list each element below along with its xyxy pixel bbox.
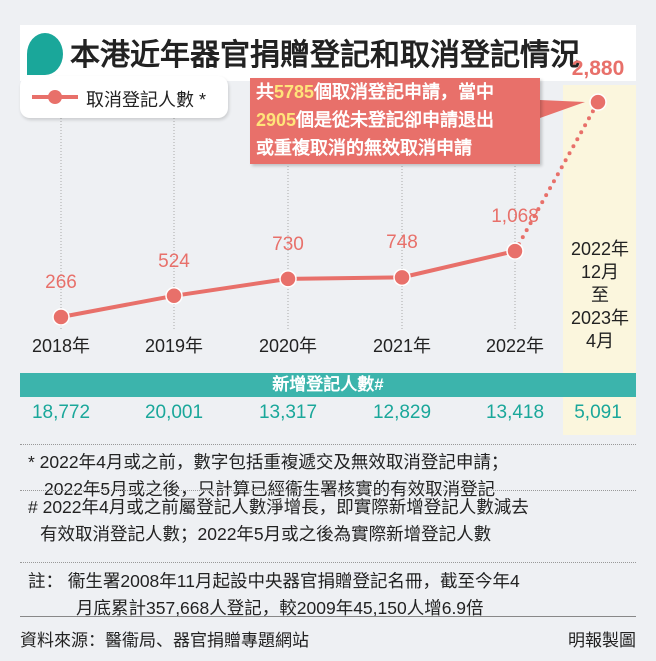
registration-value: 12,829 (372, 402, 432, 423)
divider (20, 562, 636, 563)
callout-text: 個取消登記申請，當中 (314, 82, 495, 102)
registration-value: 13,317 (258, 402, 318, 423)
x-tick-label: 2021年 (372, 336, 432, 356)
callout-text: 或重複取消的無效取消申請 (256, 138, 472, 158)
data-point (52, 308, 70, 326)
data-point (506, 242, 524, 260)
registration-value: 20,001 (144, 402, 204, 423)
callout-text: 共 (256, 82, 274, 102)
series-line-segment (513, 100, 600, 254)
note-line: 月底累計357,668人登記，較2009年45,150人增6.9倍 (76, 598, 484, 618)
data-label: 2,880 (571, 57, 625, 81)
x-tick-label-line: 2022年 (570, 239, 630, 259)
series-line-segment (173, 276, 289, 298)
x-tick-label: 2018年 (31, 336, 91, 356)
note-line: 有效取消登記人數；2022年5月或之後為實際新增登記人數 (40, 524, 492, 544)
data-label: 730 (272, 233, 304, 255)
x-tick-label: 2020年 (258, 336, 318, 356)
series-line-segment (287, 275, 403, 281)
x-tick-label-line: 4月 (585, 331, 614, 351)
chart-title: 本港近年器官捐贈登記和取消登記情況 (70, 38, 580, 73)
credit: 明報製圖 (568, 631, 636, 650)
legend-marker-icon (32, 90, 78, 104)
note-line: # 2022年4月或之前屬登記人數淨增長，即實際新增登記人數減去 (28, 497, 529, 517)
legend: 取消登記人數 * (20, 76, 228, 118)
x-tick-label-line: 至 (591, 285, 609, 305)
callout-text: 個是從未登記卻申請退出 (296, 110, 495, 130)
data-label: 1,068 (491, 206, 539, 228)
last-period-label: 2022年 12月至 2023年 4月 (566, 238, 634, 353)
x-tick-label-line: 2023年 (570, 308, 630, 328)
registration-value: 13,418 (485, 402, 545, 423)
note-line: * 2022年4月或之前，數字包括重複遞交及無效取消登記申請； (28, 452, 509, 472)
series-line-segment (60, 293, 175, 319)
footnote-hash: # 2022年4月或之前屬登記人數淨增長，即實際新增登記人數減去 有效取消登記人… (20, 492, 636, 550)
callout-pointer (540, 100, 585, 118)
data-point (279, 270, 297, 288)
title-bar (20, 25, 636, 81)
callout-number: 2905 (256, 110, 297, 130)
legend-label: 取消登記人數 * (86, 90, 207, 110)
divider (20, 490, 636, 491)
divider (20, 616, 636, 617)
registration-value: 5,091 (574, 402, 622, 423)
x-tick-label: 2019年 (144, 336, 204, 356)
registrations-header: 新增登記人數# (20, 373, 636, 397)
registration-value: 18,772 (31, 402, 91, 423)
speech-bubble-icon (27, 33, 63, 75)
data-point (393, 268, 411, 287)
footnote-asterisk: * 2022年4月或之前，數字包括重複遞交及無效取消登記申請； 2022年5月或… (20, 447, 636, 505)
divider (20, 444, 636, 445)
data-label: 524 (158, 250, 190, 272)
note-line: 2022年5月或之後，只計算已經衞生署核實的有效取消登記 (44, 479, 496, 499)
data-label: 266 (45, 272, 77, 293)
callout-box: 共5785個取消登記申請，當中 2905個是從未登記卻申請退出 或重複取消的無效… (250, 78, 540, 164)
note-registry: 註： 衞生署2008年11月起設中央器官捐贈登記名冊，截至今年4 月底累計357,… (20, 566, 636, 624)
data-point (589, 93, 607, 111)
x-tick-label-line: 12月 (580, 262, 620, 282)
series-line-segment (401, 249, 516, 280)
data-point (165, 287, 183, 305)
callout-number: 5785 (274, 82, 315, 102)
source: 資料來源：醫衞局、器官捐贈專題網站 (20, 631, 309, 650)
note-line: 註： 衞生署2008年11月起設中央器官捐贈登記名冊，截至今年4 (28, 571, 520, 591)
x-tick-label: 2022年 (485, 336, 545, 356)
data-label: 748 (386, 232, 418, 254)
